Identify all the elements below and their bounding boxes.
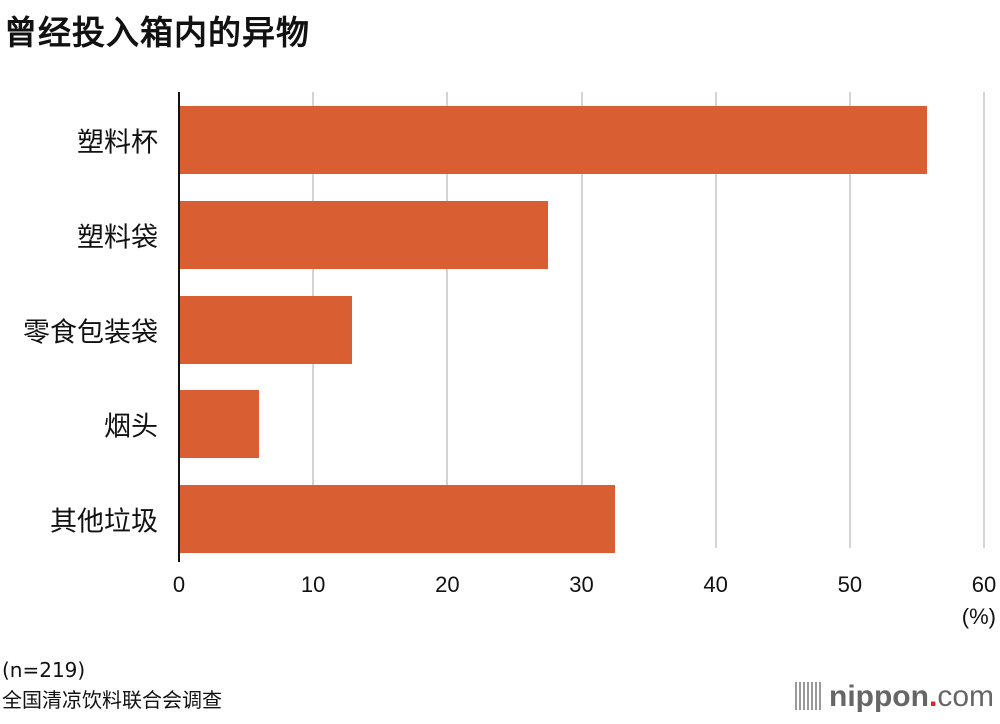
- y-axis-line: [178, 92, 180, 562]
- x-tick-label: 30: [569, 572, 594, 597]
- category-label: 烟头: [104, 411, 158, 443]
- x-tick-label: 50: [837, 572, 863, 597]
- bar: [180, 485, 615, 553]
- category-label: 塑料袋: [77, 222, 158, 254]
- nippon-logo: nippon.com: [795, 680, 994, 714]
- category-label: 塑料杯: [77, 127, 158, 159]
- x-tick-label: 40: [703, 572, 728, 597]
- bar: [180, 201, 548, 269]
- x-tick-label: 60: [971, 572, 997, 597]
- chart-title: 曾经投入箱内的异物: [4, 13, 310, 52]
- sample-size-note: (n=219): [2, 658, 86, 682]
- x-tick-label: 0: [172, 572, 186, 597]
- bar: [180, 106, 928, 174]
- bar: [180, 390, 260, 458]
- gridline: [983, 92, 985, 548]
- category-label: 其他垃圾: [50, 506, 158, 538]
- gridline: [714, 92, 717, 548]
- x-tick-label: 20: [435, 572, 460, 597]
- sound-bars-icon: [795, 682, 821, 710]
- gridline: [580, 92, 583, 548]
- source-note: 全国清凉饮料联合会调查: [2, 688, 222, 712]
- bar: [180, 296, 352, 364]
- x-tick-label: 10: [300, 572, 326, 597]
- x-axis-unit: (%): [961, 604, 996, 629]
- gridline: [848, 92, 851, 548]
- gridline: [446, 92, 449, 548]
- category-label: 零食包装袋: [23, 317, 158, 349]
